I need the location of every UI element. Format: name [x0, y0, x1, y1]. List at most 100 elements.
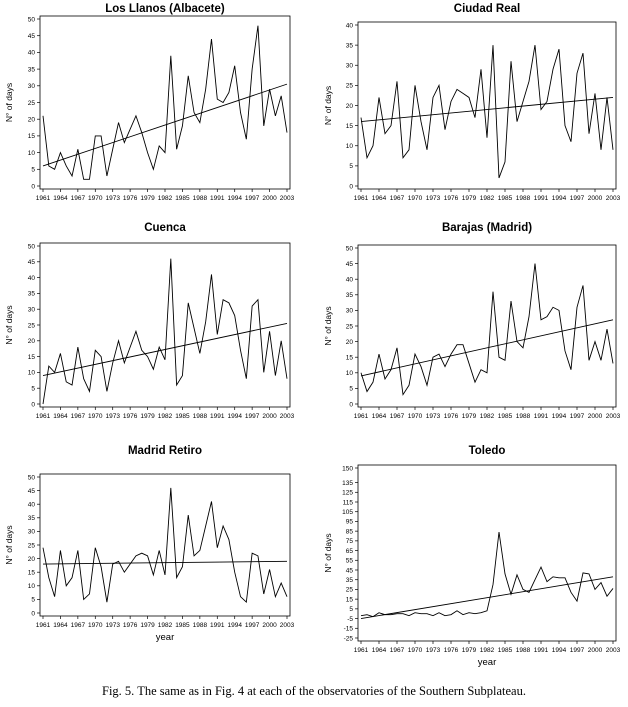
- y-tick-label: 5: [31, 597, 35, 604]
- x-tick-label: 2000: [588, 413, 603, 420]
- x-tick-label: 1988: [193, 622, 208, 629]
- y-tick-label: 30: [28, 83, 36, 90]
- x-tick-label: 1967: [390, 647, 405, 654]
- observed-series-line: [360, 532, 614, 618]
- y-tick-label: 5: [349, 163, 353, 170]
- y-tick-label: -5: [347, 616, 353, 623]
- chart-title: Cuenca: [144, 222, 186, 234]
- y-tick-label: 5: [31, 167, 35, 174]
- y-tick-label: 5: [349, 386, 353, 393]
- y-tick-label: 40: [28, 275, 36, 282]
- chart-panel-4: Barajas (Madrid) 0 5 10 15 20 25 30 35 40 45 50 1961…: [323, 222, 621, 420]
- x-tick-label: 1982: [158, 195, 173, 202]
- y-tick-label: 35: [28, 291, 36, 298]
- y-tick-label: 45: [28, 259, 36, 266]
- x-tick-label: 1964: [53, 413, 68, 420]
- x-tick-label: 1994: [552, 647, 567, 654]
- x-tick-label: 1982: [480, 413, 495, 420]
- x-tick-label: 2003: [606, 195, 621, 202]
- chart-title: Madrid Retiro: [128, 445, 202, 457]
- x-tick-label: 1985: [498, 647, 513, 654]
- x-tick-label: 1976: [444, 195, 459, 202]
- trend-line: [360, 576, 614, 620]
- x-tick-label: 1967: [390, 195, 405, 202]
- y-tick-label: 0: [31, 401, 35, 408]
- y-tick-label: -15: [344, 626, 354, 633]
- y-tick-label: 40: [346, 277, 354, 284]
- y-tick-label: 25: [28, 542, 36, 549]
- chart-panel-6: Toledo -25 -15 -5 5 15 25 35 45 55 65 75 85 95 105 115 1…: [323, 445, 621, 668]
- y-tick-label: 40: [346, 22, 354, 29]
- x-tick-label: 1967: [71, 195, 86, 202]
- y-tick-label: 95: [346, 519, 354, 526]
- x-tick-label: 1994: [227, 195, 242, 202]
- x-tick-label: 1979: [462, 195, 477, 202]
- y-tick-label: 15: [28, 133, 36, 140]
- y-tick-label: 10: [28, 583, 36, 590]
- x-tick-label: 1976: [444, 647, 459, 654]
- x-tick-label: 1997: [570, 647, 585, 654]
- y-axis-label: N° of days: [4, 83, 14, 122]
- x-tick-label: 1991: [534, 647, 549, 654]
- y-tick-label: 5: [349, 606, 353, 613]
- x-tick-label: 1982: [480, 647, 495, 654]
- y-tick-label: 115: [343, 499, 354, 506]
- y-tick-label: 35: [346, 577, 354, 584]
- y-tick-label: 0: [349, 401, 353, 408]
- trend-line: [360, 319, 614, 377]
- y-tick-label: 150: [342, 465, 353, 472]
- x-tick-label: 1985: [498, 195, 513, 202]
- trend-line: [42, 560, 288, 565]
- y-tick-label: 30: [28, 529, 36, 536]
- y-tick-label: 85: [346, 528, 354, 535]
- x-tick-label: 2003: [606, 413, 621, 420]
- x-tick-label: 1967: [71, 413, 86, 420]
- x-tick-label: 2000: [588, 647, 603, 654]
- y-tick-label: 0: [349, 183, 353, 190]
- plot-frame: [357, 464, 617, 642]
- x-tick-label: 1970: [408, 195, 423, 202]
- x-tick-label: 1982: [158, 622, 173, 629]
- y-tick-label: 15: [346, 123, 354, 130]
- x-tick-label: 1994: [227, 622, 242, 629]
- x-tick-label: 1997: [245, 622, 260, 629]
- figure-caption: Fig. 5. The same as in Fig. 4 at each of…: [102, 684, 526, 698]
- x-tick-label: 1973: [426, 647, 441, 654]
- y-tick-label: -25: [344, 635, 354, 642]
- y-tick-label: 35: [28, 66, 36, 73]
- y-tick-label: 25: [346, 587, 354, 594]
- x-tick-label: 1988: [516, 413, 531, 420]
- y-tick-label: 135: [342, 480, 353, 487]
- y-tick-label: 30: [346, 308, 354, 315]
- y-tick-label: 25: [346, 323, 354, 330]
- y-tick-label: 20: [28, 556, 36, 563]
- x-tick-label: 1961: [36, 622, 51, 629]
- x-tick-label: 1964: [53, 622, 68, 629]
- y-tick-label: 75: [346, 538, 354, 545]
- y-tick-label: 15: [28, 570, 36, 577]
- plot-frame: [39, 242, 291, 408]
- y-tick-label: 20: [28, 338, 36, 345]
- y-tick-label: 50: [28, 474, 36, 481]
- y-axis-label: N° of days: [323, 86, 333, 125]
- y-tick-label: 30: [28, 307, 36, 314]
- x-tick-label: 1994: [227, 413, 242, 420]
- y-tick-label: 50: [28, 243, 36, 250]
- x-tick-label: 1964: [372, 195, 387, 202]
- x-tick-label: 1991: [210, 195, 225, 202]
- x-tick-label: 1967: [390, 413, 405, 420]
- trend-line: [42, 322, 288, 377]
- x-tick-label: 1970: [88, 195, 103, 202]
- y-tick-label: 25: [28, 100, 36, 107]
- y-tick-label: 10: [346, 370, 354, 377]
- x-tick-label: 2003: [280, 622, 295, 629]
- x-tick-label: 1964: [372, 647, 387, 654]
- x-tick-label: 1961: [354, 647, 369, 654]
- y-tick-label: 105: [342, 509, 353, 516]
- x-tick-label: 1961: [36, 195, 51, 202]
- y-tick-label: 35: [28, 515, 36, 522]
- y-axis-label: N° of days: [323, 306, 333, 345]
- figure-canvas: Los Llanos (Albacete) 0 5 10 15 20 25 30 35 40 45 5…: [4, 3, 621, 668]
- x-tick-label: 1973: [105, 622, 120, 629]
